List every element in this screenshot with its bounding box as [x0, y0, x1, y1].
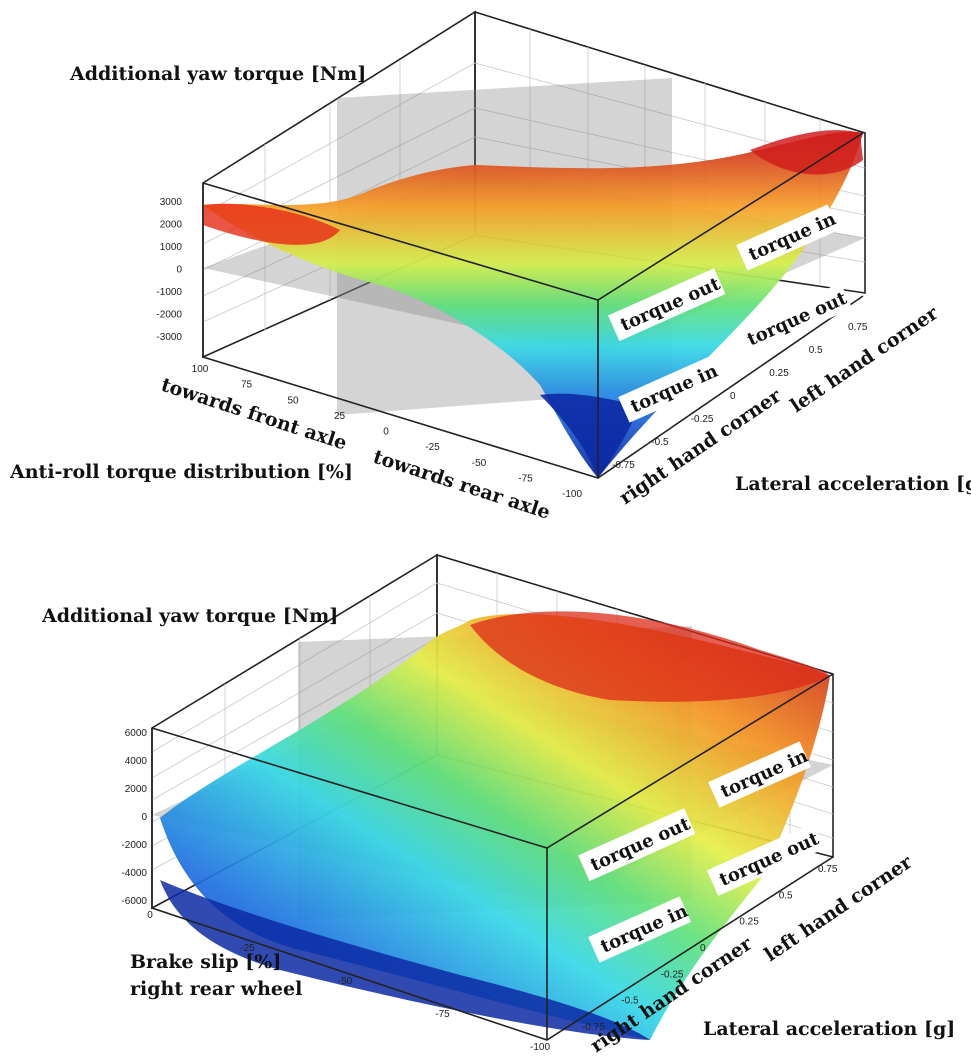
- chart-2: Additional yaw torque [Nm] Brake slip [%…: [41, 553, 955, 1057]
- chart-2-z-tick-2: 2000: [125, 784, 148, 795]
- chart-1-z-tick-4: -1000: [156, 287, 182, 298]
- chart-2-y-tick-2: -0.25: [661, 969, 684, 980]
- chart-1-y-tick-1: -0.5: [651, 437, 669, 448]
- chart-1-z-tick-5: -2000: [156, 310, 182, 321]
- chart-2-z-tick-6: -6000: [121, 896, 147, 907]
- chart-1-x-tick-3: 25: [334, 411, 346, 422]
- chart-1-x-ticks: 100 75 50 25 0 -25 -50 -75 -100: [192, 364, 583, 500]
- chart-1-y-tick-6: 0.75: [848, 322, 868, 333]
- chart-1-front-box: [202, 132, 864, 479]
- chart-2-z-ticks: 6000 4000 2000 0 -2000 -4000 -6000: [121, 728, 147, 907]
- chart-1-x-tick-8: -100: [562, 489, 582, 500]
- chart-1-x-end-rear: towards rear axle: [370, 446, 552, 524]
- chart-2-y-tick-0: -0.75: [582, 1022, 605, 1033]
- chart-1-z-tick-3: 0: [176, 265, 182, 276]
- chart-1-x-end-front: towards front axle: [158, 374, 349, 455]
- chart-2-y-label: Lateral acceleration [g]: [703, 1018, 955, 1040]
- chart-1-y-tick-2: -0.25: [691, 414, 714, 425]
- chart-2-z-tick-1: 4000: [125, 756, 148, 767]
- chart-2-z-label: Additional yaw torque [Nm]: [41, 605, 338, 627]
- chart-1: Additional yaw torque [Nm] Anti-roll tor…: [9, 10, 971, 524]
- chart-1-z-tick-2: 1000: [160, 242, 183, 253]
- chart-2-y-tick-4: 0.25: [739, 917, 759, 928]
- chart-2-y-ticks: -0.75 -0.5 -0.25 0 0.25 0.5 0.75: [582, 864, 838, 1033]
- chart-2-y-tick-1: -0.5: [621, 996, 639, 1007]
- chart-2-z-tick-3: 0: [141, 812, 147, 823]
- chart-1-x-tick-0: 100: [192, 364, 209, 375]
- chart-1-x-tick-2: 50: [287, 395, 299, 406]
- chart-1-z-tick-6: -3000: [156, 332, 182, 343]
- chart-2-front-box: [151, 673, 834, 1041]
- chart-2-z-tick-5: -4000: [121, 868, 147, 879]
- chart-2-x-tick-4: -100: [530, 1042, 550, 1053]
- chart-2-x-tick-3: -75: [435, 1009, 450, 1020]
- chart-2-x-label-2: right rear wheel: [130, 978, 302, 1000]
- chart-2-x-ticks: 0 -25 -50 -75 -100: [147, 910, 550, 1053]
- chart-2-y-tick-5: 0.5: [779, 890, 793, 901]
- chart-2-z-tick-0: 6000: [125, 728, 148, 739]
- chart-1-x-tick-1: 75: [241, 380, 253, 391]
- chart-1-y-tick-4: 0.25: [769, 368, 789, 379]
- chart-1-x-tick-6: -50: [472, 458, 487, 469]
- chart-1-x-tick-5: -25: [425, 442, 440, 453]
- chart-1-x-tick-7: -75: [518, 473, 533, 484]
- chart-1-z-label: Additional yaw torque [Nm]: [69, 63, 366, 85]
- chart-1-back-wall: [474, 10, 866, 294]
- chart-1-y-tick-3: 0: [730, 391, 736, 402]
- chart-2-surface: [160, 611, 830, 1040]
- chart-1-z-tick-0: 3000: [160, 197, 183, 208]
- chart-2-x-tick-1: -25: [240, 943, 255, 954]
- chart-2-y-tick-6: 0.75: [818, 864, 838, 875]
- chart-1-x-label: Anti-roll torque distribution [%]: [9, 461, 353, 483]
- chart-1-z-ticks: 3000 2000 1000 0 -1000 -2000 -3000: [156, 197, 182, 343]
- chart-1-y-ticks: -0.75 -0.5 -0.25 0 0.25 0.5 0.75: [612, 322, 868, 471]
- chart-1-surface: [203, 130, 863, 478]
- chart-2-z-tick-4: -2000: [121, 840, 147, 851]
- chart-1-y-tick-5: 0.5: [809, 345, 823, 356]
- chart-2-y-end-left: left hand corner: [760, 851, 916, 966]
- chart-2-x-tick-2: -50: [338, 976, 353, 987]
- chart-2-x-label: Brake slip [%]: [130, 951, 281, 973]
- chart-1-y-label: Lateral acceleration [g]: [735, 473, 971, 495]
- chart-2-y-tick-3: 0: [700, 943, 706, 954]
- chart-2-x-tick-0: 0: [147, 910, 153, 921]
- chart-1-y-tick-0: -0.75: [612, 460, 635, 471]
- chart-1-x-tick-4: 0: [383, 427, 389, 438]
- chart-1-z-tick-1: 2000: [160, 220, 183, 231]
